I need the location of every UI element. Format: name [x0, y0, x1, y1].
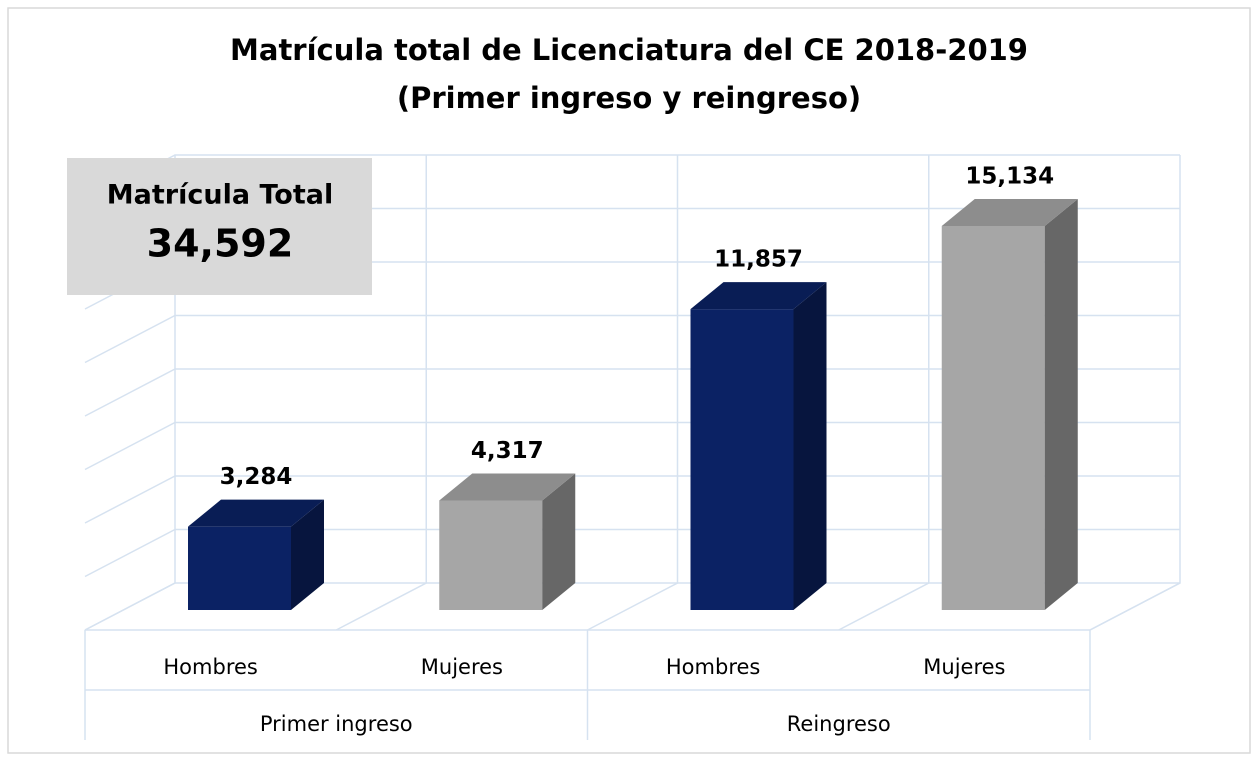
data-label: 11,857	[714, 247, 803, 273]
wall-line	[587, 155, 679, 631]
group-label: Primer ingreso	[260, 712, 413, 736]
data-label: 3,284	[220, 464, 293, 490]
bar-top	[941, 198, 1078, 226]
bar-top	[690, 282, 827, 310]
bar	[941, 198, 1078, 611]
bar	[439, 473, 576, 610]
bar-layer: 3,284 4,317 11,857 15,134	[188, 163, 1078, 611]
bar-side	[1044, 198, 1078, 611]
bar-top	[439, 473, 576, 501]
annotation-value: 34,592	[147, 222, 294, 266]
bar-side	[291, 499, 324, 610]
x-tick-label: Hombres	[163, 655, 257, 679]
bar-front	[439, 500, 543, 610]
wall-line	[838, 155, 930, 631]
annotation-box	[67, 158, 372, 295]
bar	[690, 282, 827, 610]
bar-front	[941, 225, 1045, 611]
bar-top	[188, 499, 324, 527]
data-label: 4,317	[471, 438, 544, 464]
bar-side	[542, 473, 576, 610]
annotation-title: Matrícula Total	[107, 180, 333, 211]
chart-title: Matrícula total de Licenciatura del CE 2…	[230, 33, 1028, 67]
data-label: 15,134	[965, 163, 1054, 189]
x-tick-label: Mujeres	[923, 655, 1005, 679]
x-tick-label: Hombres	[666, 655, 760, 679]
x-tick-label: Mujeres	[421, 655, 503, 679]
bar-front	[690, 309, 794, 610]
wall-line	[335, 155, 427, 631]
bar-front	[188, 526, 291, 610]
wall-line	[84, 155, 176, 631]
chart-subtitle: (Primer ingreso y reingreso)	[397, 81, 861, 115]
bar-side	[793, 282, 827, 610]
bar	[188, 499, 324, 610]
group-label: Reingreso	[787, 712, 891, 736]
